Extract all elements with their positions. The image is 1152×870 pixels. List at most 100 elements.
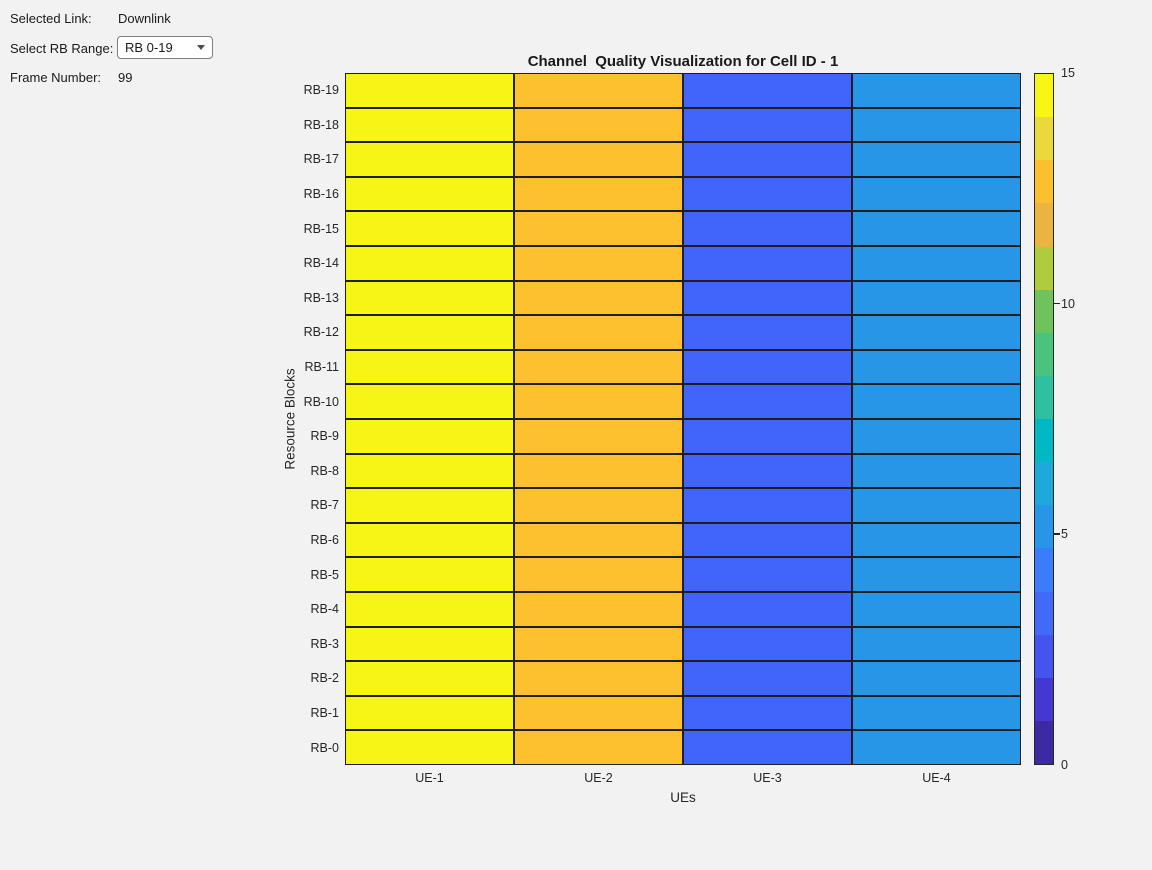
y-tick-label: RB-14 — [225, 246, 339, 281]
heatmap-cell — [346, 524, 513, 557]
frame-number-label: Frame Number: — [10, 70, 101, 85]
colorbar-segment — [1035, 74, 1053, 117]
colorbar-segment — [1035, 290, 1053, 333]
heatmap-cell — [853, 593, 1020, 626]
heatmap-cell — [515, 489, 682, 522]
heatmap-cell — [515, 282, 682, 315]
colorbar-segment — [1035, 721, 1053, 764]
heatmap-cell — [853, 731, 1020, 764]
y-tick-label: RB-15 — [225, 211, 339, 246]
heatmap-cell — [346, 628, 513, 661]
heatmap-cell — [515, 247, 682, 280]
y-tick-label: RB-13 — [225, 281, 339, 316]
heatmap-cell — [684, 316, 851, 349]
colorbar-segment — [1035, 462, 1053, 505]
heatmap-cell — [346, 593, 513, 626]
colorbar-segment — [1035, 548, 1053, 591]
heatmap-cell — [684, 558, 851, 591]
heatmap-cell — [853, 282, 1020, 315]
heatmap-cell — [515, 74, 682, 107]
heatmap-cell — [684, 489, 851, 522]
heatmap-cell — [515, 385, 682, 418]
heatmap-cell — [853, 385, 1020, 418]
heatmap-cell — [853, 455, 1020, 488]
y-tick-label: RB-12 — [225, 315, 339, 350]
colorbar-tick-label: 5 — [1061, 526, 1068, 542]
heatmap-cell — [515, 593, 682, 626]
colorbar-tick-mark — [1054, 533, 1060, 535]
heatmap-cell — [346, 558, 513, 591]
heatmap-cell — [346, 489, 513, 522]
heatmap-cell — [346, 212, 513, 245]
y-tick-label: RB-2 — [225, 661, 339, 696]
colorbar-segment — [1035, 635, 1053, 678]
heatmap-cell — [515, 558, 682, 591]
y-tick-label: RB-5 — [225, 557, 339, 592]
heatmap-cell — [684, 524, 851, 557]
heatmap-cell — [853, 316, 1020, 349]
heatmap-cell — [346, 455, 513, 488]
heatmap-cell — [853, 524, 1020, 557]
heatmap-cell — [853, 247, 1020, 280]
colorbar-tick-label: 15 — [1061, 65, 1075, 81]
x-tick-label: UE-2 — [514, 771, 683, 785]
heatmap-cell — [684, 385, 851, 418]
colorbar-segment — [1035, 203, 1053, 246]
heatmap-cell — [853, 489, 1020, 522]
y-tick-label: RB-4 — [225, 592, 339, 627]
chart-title: Channel Quality Visualization for Cell I… — [345, 53, 1021, 70]
heatmap-cell — [684, 143, 851, 176]
heatmap-cell — [853, 212, 1020, 245]
y-tick-label: RB-1 — [225, 696, 339, 731]
selected-link-value: Downlink — [118, 11, 171, 26]
heatmap-cell — [684, 731, 851, 764]
heatmap-cell — [853, 178, 1020, 211]
heatmap-cell — [515, 455, 682, 488]
heatmap-cell — [346, 109, 513, 142]
heatmap-cell — [346, 385, 513, 418]
heatmap-cell — [515, 628, 682, 661]
x-tick-label: UE-1 — [345, 771, 514, 785]
colorbar-segment — [1035, 592, 1053, 635]
heatmap-cell — [346, 316, 513, 349]
heatmap-cell — [853, 351, 1020, 384]
heatmap-cell — [684, 282, 851, 315]
heatmap-cell — [684, 178, 851, 211]
colorbar-tick-mark — [1054, 303, 1060, 305]
chevron-down-icon — [197, 45, 205, 50]
heatmap-cell — [515, 662, 682, 695]
heatmap-cell — [515, 143, 682, 176]
x-axis-label: UEs — [345, 790, 1021, 805]
x-tick-label: UE-3 — [683, 771, 852, 785]
colorbar-segment — [1035, 247, 1053, 290]
y-tick-label: RB-6 — [225, 523, 339, 558]
rb-range-dropdown[interactable]: RB 0-19 — [117, 36, 213, 59]
x-tick-labels: UE-1UE-2UE-3UE-4 — [345, 771, 1021, 785]
heatmap-cell — [684, 697, 851, 730]
heatmap-cell — [515, 524, 682, 557]
heatmap-grid — [345, 73, 1021, 765]
y-tick-label: RB-19 — [225, 73, 339, 108]
heatmap-cell — [684, 662, 851, 695]
heatmap-cell — [853, 109, 1020, 142]
rb-range-dropdown-value: RB 0-19 — [125, 40, 173, 55]
heatmap-cell — [515, 178, 682, 211]
heatmap-cell — [515, 212, 682, 245]
heatmap-cell — [853, 143, 1020, 176]
heatmap-cell — [853, 74, 1020, 107]
heatmap-cell — [515, 109, 682, 142]
heatmap-cell — [684, 247, 851, 280]
x-tick-label: UE-4 — [852, 771, 1021, 785]
colorbar-segment — [1035, 505, 1053, 548]
y-tick-label: RB-3 — [225, 627, 339, 662]
heatmap-cell — [515, 316, 682, 349]
colorbar — [1034, 73, 1054, 765]
rb-range-label: Select RB Range: — [10, 41, 113, 56]
y-tick-label: RB-17 — [225, 142, 339, 177]
heatmap-cell — [684, 212, 851, 245]
colorbar-tick-label: 0 — [1061, 757, 1068, 773]
colorbar-segment — [1035, 160, 1053, 203]
y-tick-label: RB-16 — [225, 177, 339, 212]
heatmap-cell — [853, 628, 1020, 661]
heatmap-cell — [346, 247, 513, 280]
